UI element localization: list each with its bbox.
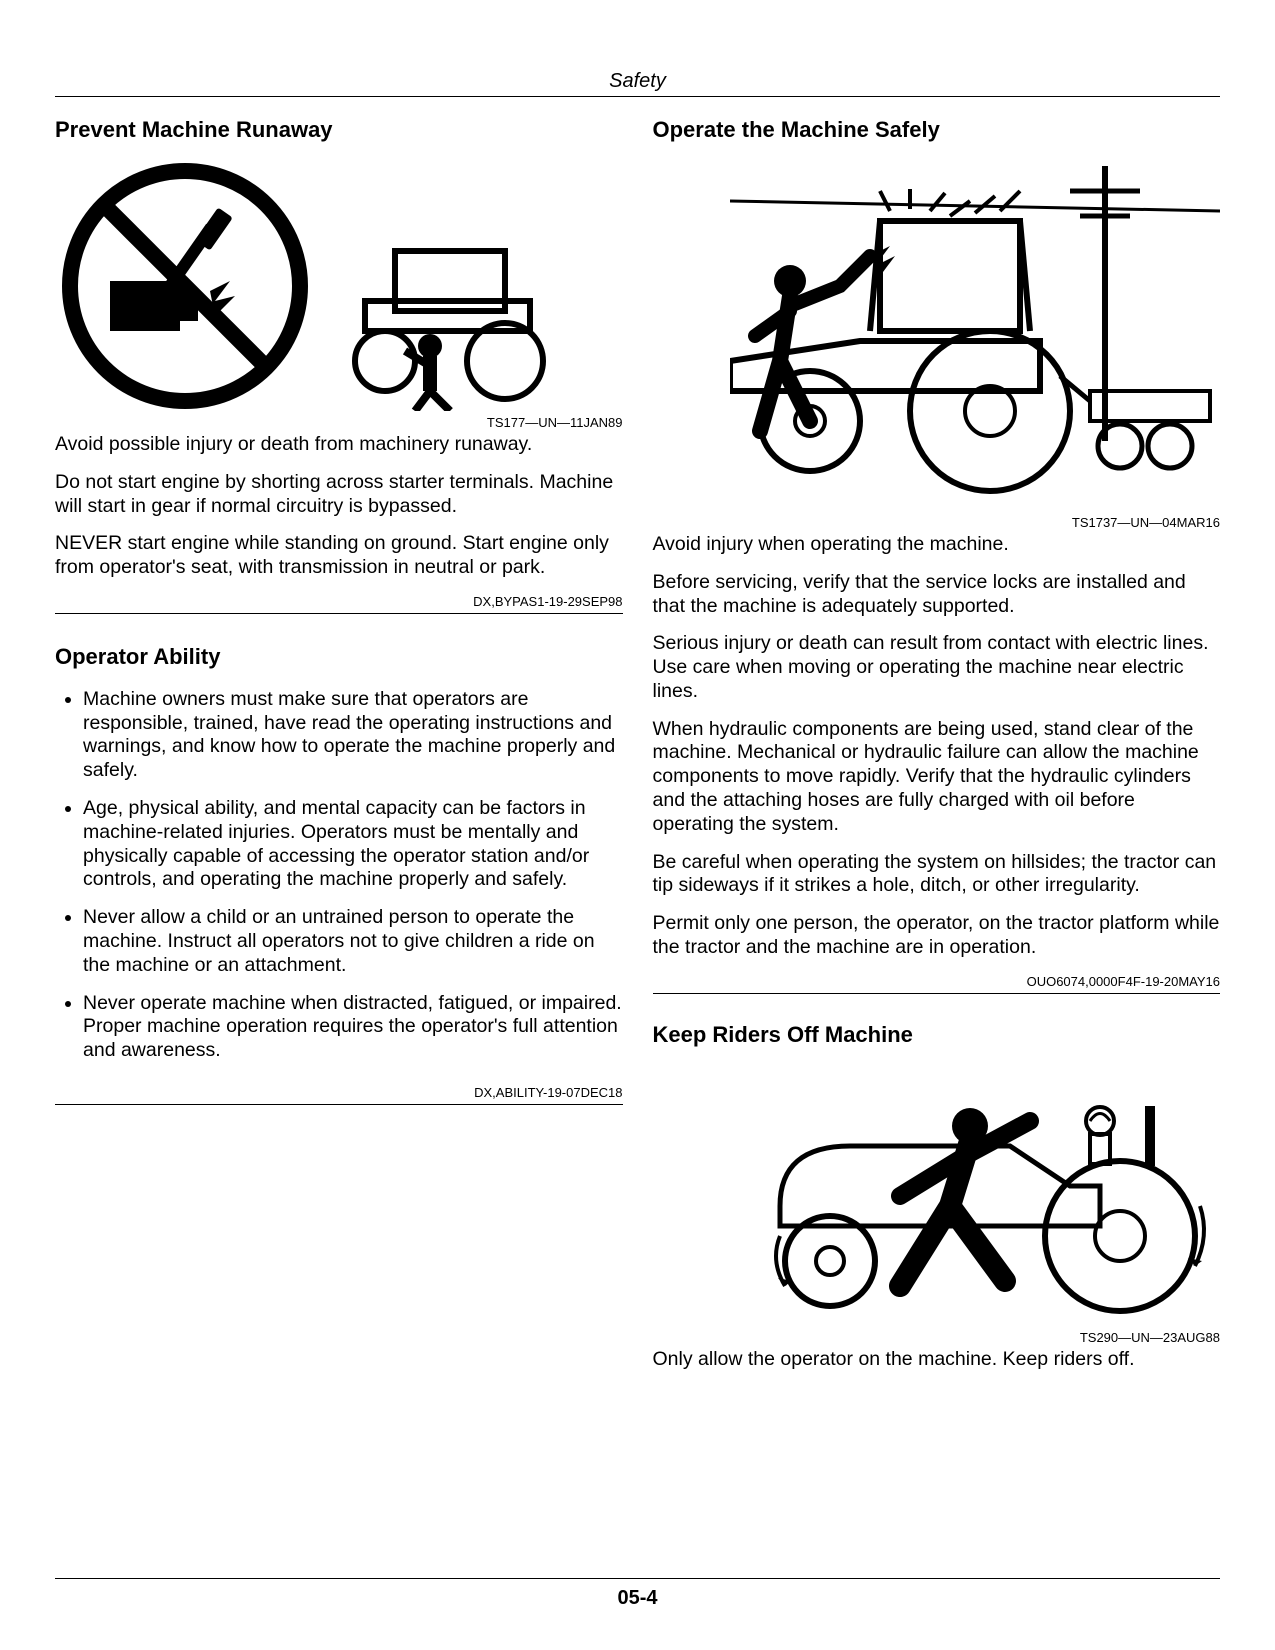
image-caption-riders: TS290—UN—23AUG88 bbox=[653, 1330, 1221, 1345]
bullet-item: Never allow a child or an untrained pers… bbox=[83, 906, 623, 977]
para: Permit only one person, the operator, on… bbox=[653, 912, 1221, 960]
para: Do not start engine by shorting across s… bbox=[55, 471, 623, 519]
bullet-item: Never operate machine when distracted, f… bbox=[83, 992, 623, 1063]
para: Only allow the operator on the machine. … bbox=[653, 1348, 1221, 1372]
para: When hydraulic components are being used… bbox=[653, 718, 1221, 837]
bullet-item: Age, physical ability, and mental capaci… bbox=[83, 797, 623, 892]
para: Avoid injury when operating the machine. bbox=[653, 533, 1221, 557]
bullet-list: Machine owners must make sure that opera… bbox=[55, 688, 623, 1077]
footer-code: DX,ABILITY-19-07DEC18 bbox=[55, 1085, 623, 1105]
section-title-operate: Operate the Machine Safely bbox=[653, 117, 1221, 143]
section-title-ability: Operator Ability bbox=[55, 644, 623, 670]
page-footer: 05-4 bbox=[55, 1578, 1220, 1610]
para: NEVER start engine while standing on gro… bbox=[55, 532, 623, 580]
page-header: Safety bbox=[55, 70, 1220, 97]
safety-image-riders bbox=[653, 1066, 1221, 1326]
safety-image-operate bbox=[653, 161, 1221, 511]
left-column: Prevent Machine Runaway bbox=[55, 117, 623, 1568]
para: Avoid possible injury or death from mach… bbox=[55, 433, 623, 457]
bullet-item: Machine owners must make sure that opera… bbox=[83, 688, 623, 783]
para: Before servicing, verify that the servic… bbox=[653, 571, 1221, 619]
para: Be careful when operating the system on … bbox=[653, 851, 1221, 899]
safety-image-runaway bbox=[55, 161, 623, 411]
image-caption-operate: TS1737—UN—04MAR16 bbox=[653, 515, 1221, 530]
footer-code: DX,BYPAS1-19-29SEP98 bbox=[55, 594, 623, 614]
right-column: Operate the Machine Safely bbox=[653, 117, 1221, 1568]
section-title-riders: Keep Riders Off Machine bbox=[653, 1022, 1221, 1048]
footer-code: OUO6074,0000F4F-19-20MAY16 bbox=[653, 974, 1221, 994]
section-title-runaway: Prevent Machine Runaway bbox=[55, 117, 623, 143]
para: Serious injury or death can result from … bbox=[653, 632, 1221, 703]
image-caption-runaway: TS177—UN—11JAN89 bbox=[55, 415, 623, 430]
